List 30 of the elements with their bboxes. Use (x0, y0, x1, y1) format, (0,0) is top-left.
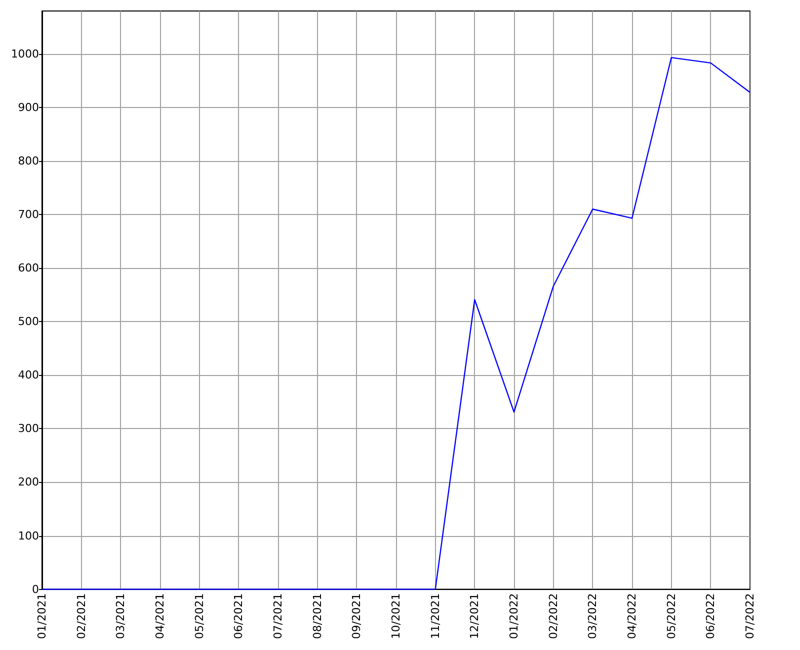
y-tick-label: 700 (18, 208, 39, 221)
x-tick-label: 02/2022 (546, 593, 560, 640)
y-tick-label: 200 (18, 476, 39, 489)
x-tick-label: 11/2021 (428, 593, 442, 640)
x-tick-label: 09/2021 (350, 593, 364, 640)
x-tick-label: 04/2022 (626, 593, 638, 640)
x-tick-label: 01/2022 (508, 593, 520, 640)
x-tick-label: 01/2021 (35, 593, 48, 640)
x-tick-label: 07/2022 (744, 593, 756, 640)
y-tick-label: 900 (18, 100, 39, 114)
y-tick-label: 300 (18, 422, 39, 436)
x-tick-label: 02/2021 (74, 593, 88, 640)
x-tick-label: 10/2021 (389, 593, 402, 640)
y-tick-label: 0 (32, 582, 39, 596)
y-tick-label: 500 (18, 315, 39, 328)
x-tick-label: 05/2021 (192, 593, 206, 640)
x-tick-label: 08/2021 (310, 593, 324, 640)
x-tick-label: 07/2021 (271, 593, 284, 640)
x-tick-label: 03/2021 (114, 593, 128, 640)
y-tick-label: 100 (18, 529, 39, 542)
y-tick-label: 1000 (10, 47, 39, 60)
x-tick-label: 03/2022 (586, 593, 600, 640)
y-tick-label: 400 (18, 368, 39, 382)
x-tick-label: 12/2021 (468, 593, 482, 640)
x-tick-label: 06/2022 (704, 593, 718, 640)
x-tick-label: 05/2022 (664, 593, 678, 640)
x-tick-label: 04/2021 (153, 593, 166, 640)
y-tick-label: 600 (18, 262, 39, 275)
y-tick-label: 800 (18, 154, 39, 168)
x-tick-label: 06/2021 (232, 593, 246, 640)
